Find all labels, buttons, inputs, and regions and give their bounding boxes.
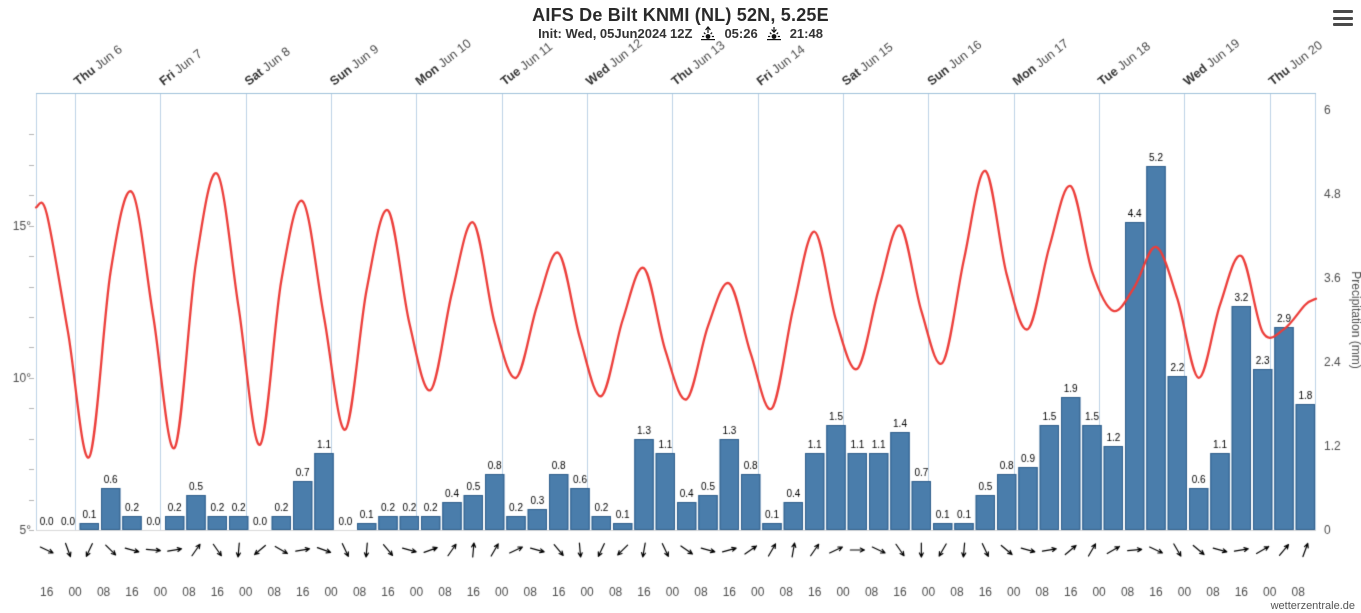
menu-bar xyxy=(1333,10,1353,13)
menu-bar xyxy=(1333,23,1353,26)
sunset-icon xyxy=(766,27,781,41)
chart-title: AIFS De Bilt KNMI (NL) 52N, 5.25E xyxy=(532,5,829,25)
menu-bar xyxy=(1333,16,1353,20)
sunrise-time: 05:26 xyxy=(724,26,758,41)
sunset-time: 21:48 xyxy=(789,26,823,41)
chart-subtitle: Init: Wed, 05Jun2024 12Z 05:26 21:48 xyxy=(0,26,1361,41)
watermark: wetterzentrale.de xyxy=(1270,600,1355,612)
sunrise-icon xyxy=(701,26,716,41)
init-label: Init: Wed, 05Jun2024 12Z xyxy=(538,26,693,41)
menu-icon[interactable] xyxy=(1333,10,1353,26)
